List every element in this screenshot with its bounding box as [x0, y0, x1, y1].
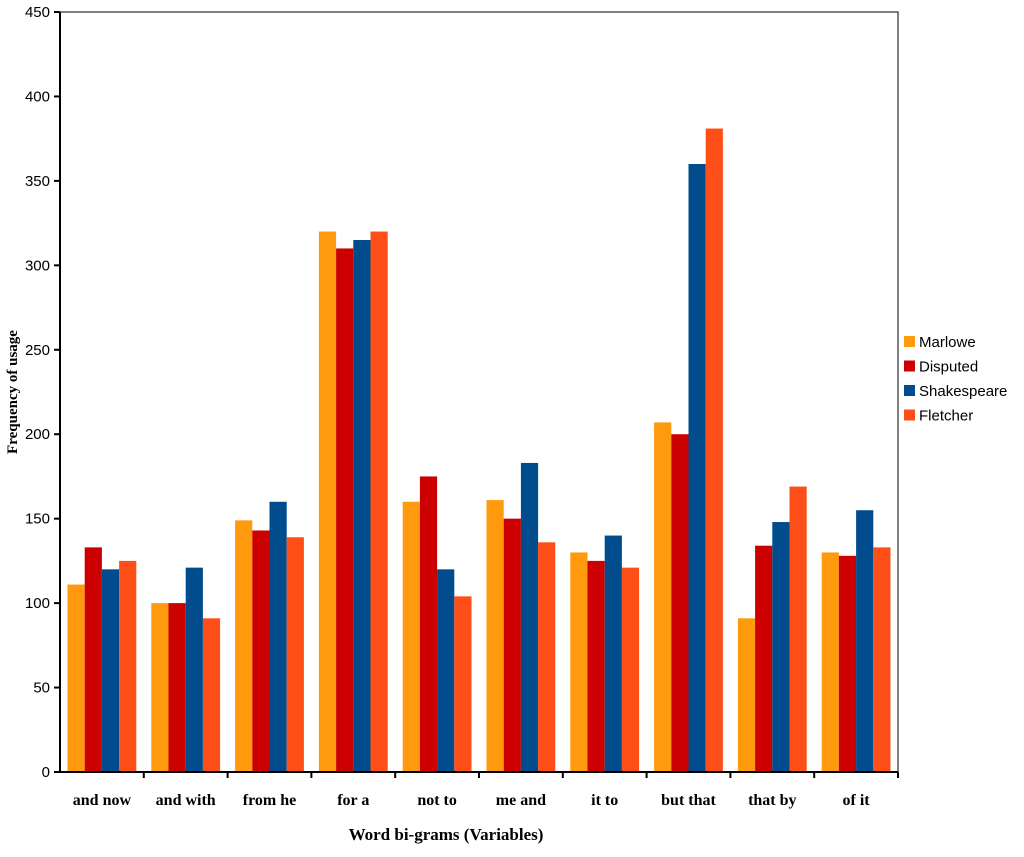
x-tick-label: of it — [843, 792, 871, 809]
x-tick-label: it to — [591, 792, 618, 809]
x-tick-label: for a — [337, 792, 369, 809]
bar — [119, 560, 137, 772]
legend-swatch — [904, 360, 915, 372]
bar — [604, 535, 622, 772]
bar — [587, 560, 605, 772]
bar — [202, 618, 221, 772]
y-axis-label: Frequency of usage — [5, 330, 21, 454]
bar — [269, 501, 287, 772]
x-tick-label: me and — [496, 792, 546, 809]
bar — [419, 476, 438, 772]
legend-swatch — [904, 409, 915, 421]
legend-label: Fletcher — [919, 408, 973, 425]
bar — [821, 552, 839, 772]
x-tick-label: and with — [156, 792, 216, 809]
bar — [520, 462, 539, 772]
x-tick-label: and now — [73, 792, 132, 809]
x-tick-label: from he — [243, 792, 296, 809]
legend-label: Marlowe — [919, 334, 976, 351]
y-tick-label: 50 — [33, 680, 50, 697]
bar — [437, 569, 455, 772]
bar — [454, 596, 472, 772]
y-tick-label: 150 — [25, 511, 50, 528]
bar — [151, 603, 169, 772]
bar — [402, 501, 420, 772]
bar — [486, 500, 504, 772]
y-tick-label: 400 — [25, 88, 50, 105]
bar — [705, 128, 723, 773]
bar — [570, 552, 588, 772]
bar — [252, 530, 270, 772]
legend-label: Shakespeare — [919, 383, 1007, 400]
bar — [621, 567, 640, 772]
bar — [755, 545, 773, 772]
y-tick-label: 250 — [25, 342, 50, 359]
bar — [538, 542, 556, 772]
y-tick-label: 0 — [42, 764, 50, 781]
bar — [235, 520, 253, 772]
y-tick-label: 350 — [25, 173, 50, 190]
bar — [101, 569, 120, 772]
bar — [353, 240, 371, 772]
bar — [336, 248, 354, 772]
legend-label: Disputed — [919, 359, 978, 376]
bar — [370, 231, 388, 773]
x-tick-label: not to — [417, 792, 457, 809]
y-tick-label: 300 — [25, 257, 50, 274]
bar — [318, 231, 337, 773]
bar — [84, 547, 102, 772]
y-tick-label: 100 — [25, 595, 50, 612]
bar — [856, 510, 874, 772]
legend-swatch — [904, 385, 915, 396]
bar — [286, 537, 304, 772]
bar — [772, 522, 790, 772]
y-tick-label: 200 — [25, 426, 50, 443]
bar — [838, 555, 857, 772]
legend-swatch — [904, 336, 915, 347]
bar — [688, 164, 706, 772]
bar — [67, 584, 85, 772]
bar — [654, 422, 672, 772]
bar — [185, 567, 203, 772]
bar — [873, 547, 891, 772]
x-axis-label: Word bi-grams (Variables) — [349, 825, 544, 844]
y-tick-label: 450 — [25, 4, 50, 21]
bar — [789, 486, 807, 772]
bar — [671, 434, 689, 772]
bar — [168, 603, 186, 772]
bar — [737, 618, 756, 772]
bar — [503, 518, 521, 772]
x-tick-label: but that — [661, 792, 716, 809]
x-tick-label: that by — [748, 792, 796, 809]
